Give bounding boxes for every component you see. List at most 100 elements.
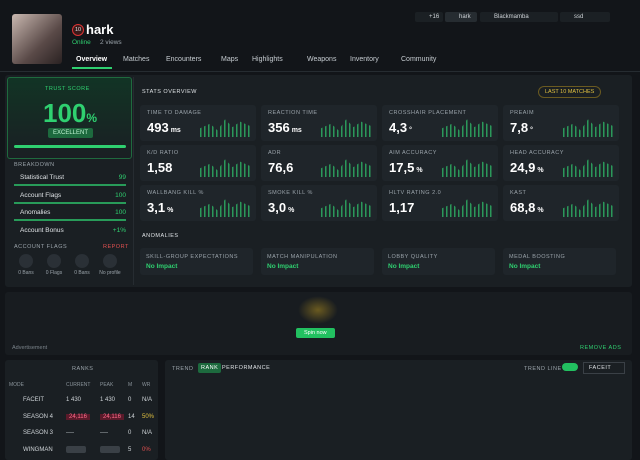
rank-cell: 1 430 — [100, 397, 116, 403]
value: 1,58 — [147, 160, 173, 175]
stat-label: AIM ACCURACY — [389, 150, 437, 156]
breakdown-title: BREAKDOWN — [14, 162, 55, 168]
tab[interactable]: Blackmamba — [480, 12, 558, 22]
flag-label: No profile — [99, 270, 121, 276]
sparkline — [321, 199, 371, 217]
toggle-label: TREND LINE — [524, 366, 562, 372]
anomaly-label: MATCH MANIPULATION — [267, 254, 338, 260]
tab[interactable]: hark — [445, 12, 477, 22]
sparkline — [563, 199, 613, 217]
stat-value: 1,58 — [147, 160, 174, 175]
stat-label: PREAIM — [510, 110, 535, 116]
stat-label: TIME TO DAMAGE — [147, 110, 202, 116]
value: 68,8 — [510, 200, 536, 215]
rank-cell: 24,116 — [100, 413, 124, 420]
nav-item[interactable]: Highlights — [252, 56, 283, 63]
rank-cell: 0 — [128, 397, 132, 403]
rank-cell: 50% — [142, 413, 155, 420]
stat-card: HEAD ACCURACY 24,9% — [503, 145, 619, 181]
flag-label: 0 Flags — [45, 270, 63, 276]
nav-item[interactable]: Overview — [76, 56, 108, 63]
rank-cell: 1 430 — [66, 397, 82, 403]
flag-icon — [103, 254, 117, 268]
value: 4,3 — [389, 120, 408, 135]
rank-icon — [100, 445, 120, 453]
nav-item[interactable]: Maps — [221, 56, 239, 63]
score-unit: % — [86, 111, 98, 125]
anomaly-label: MEDAL BOOSTING — [509, 254, 566, 260]
stat-label: WALLBANG KILL % — [147, 190, 204, 196]
stat-card: SMOKE KILL % 3,0% — [261, 185, 377, 221]
remove-ads[interactable]: REMOVE ADS — [580, 345, 622, 351]
nav-item[interactable]: Matches — [123, 56, 150, 63]
unit: % — [167, 207, 174, 214]
ad-label: Advertisement — [12, 345, 48, 351]
rank-cell: ---- — [100, 430, 108, 436]
nav-item[interactable]: Weapons — [307, 56, 337, 63]
breakdown-label: Statistical Trust — [20, 174, 65, 181]
trend-tab[interactable]: PERFORMANCE — [222, 365, 271, 371]
stat-label: SMOKE KILL % — [268, 190, 313, 196]
breakdown-value: 99 — [118, 174, 126, 181]
sparkline — [321, 159, 371, 177]
breakdown-label: Account Flags — [20, 191, 62, 199]
ad-image — [298, 296, 338, 324]
tab[interactable]: ssd — [560, 12, 610, 22]
ranks-title: RANKS — [72, 366, 94, 372]
score: 100 — [43, 98, 87, 128]
unit: % — [537, 167, 544, 174]
breakdown-bar — [14, 184, 126, 186]
spin-button[interactable]: Spin now — [296, 328, 335, 338]
stat-card: PREAIM 7,8 ° — [503, 105, 619, 141]
breakdown-row: Account Flags 100 — [14, 192, 126, 199]
nav-item[interactable]: Community — [401, 56, 437, 63]
views: 2 views — [100, 39, 122, 46]
stats-title: STATS OVERVIEW — [142, 89, 197, 95]
breakdown-row: Anomalies 100 — [14, 209, 126, 216]
breakdown-value: 100 — [115, 209, 126, 216]
stat-value: 68,8% — [510, 200, 544, 215]
rank-cell: FACEIT — [23, 397, 45, 403]
report[interactable]: REPORT — [103, 244, 129, 250]
flag-icon — [75, 254, 89, 268]
stat-label: CROSSHAIR PLACEMENT — [389, 110, 467, 116]
tab[interactable]: +16 — [415, 12, 443, 22]
unit: ms — [291, 127, 302, 134]
value: 493 — [147, 120, 169, 135]
rank-cell: 0% — [142, 446, 151, 453]
stat-card: TIME TO DAMAGE 493 ms — [140, 105, 256, 141]
player-name: hark — [86, 22, 114, 37]
stat-card: WALLBANG KILL % 3,1% — [140, 185, 256, 221]
flags-title: ACCOUNT FLAGS — [14, 244, 68, 250]
rank-cell: SEASON 4 — [23, 413, 54, 420]
stat-label: REACTION TIME — [268, 110, 318, 116]
breakdown-bar — [14, 219, 126, 221]
breakdown-row: Statistical Trust 99 — [14, 174, 126, 181]
rating: EXCELLENT — [48, 128, 94, 138]
sparkline — [200, 199, 250, 217]
trend-title: TREND — [172, 366, 194, 372]
divider — [133, 77, 134, 285]
stat-value: 7,8 ° — [510, 120, 533, 135]
stat-card: HLTV RATING 2.0 1,17 — [382, 185, 498, 221]
nav-item[interactable]: Inventory — [350, 56, 379, 63]
stat-value: 1,17 — [389, 200, 416, 215]
stat-label: KAST — [510, 190, 527, 196]
stat-value: 17,5% — [389, 160, 423, 175]
rank-cell: N/A — [142, 397, 153, 403]
nav-item[interactable]: Encounters — [166, 56, 202, 63]
trend-panel — [165, 360, 632, 460]
stat-value: 493 ms — [147, 120, 181, 135]
rank-cell: WINGMAN — [23, 446, 53, 453]
trend-tab[interactable]: RANK — [198, 363, 222, 373]
rank-cell: SEASON 3 — [23, 430, 54, 436]
sparkline — [200, 119, 250, 137]
stat-value: 3,0% — [268, 200, 294, 215]
anomalies-title: ANOMALIES — [142, 233, 179, 239]
divider — [0, 71, 640, 72]
value: 3,0 — [268, 200, 287, 215]
toggle[interactable] — [562, 363, 578, 371]
filter[interactable]: LAST 10 MATCHES — [538, 86, 602, 98]
value: 3,1 — [147, 200, 166, 215]
select[interactable]: FACEIT — [583, 362, 625, 374]
